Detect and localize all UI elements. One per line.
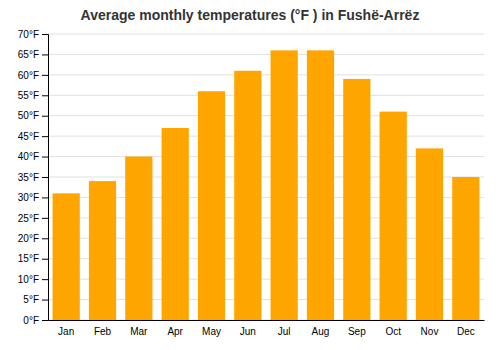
y-tick-label: 40°F: [18, 151, 39, 162]
bar: [380, 112, 407, 320]
grid-line: [48, 115, 484, 116]
grid-line: [48, 54, 484, 55]
x-tick: Oct: [385, 320, 401, 337]
y-tick-label: 15°F: [18, 253, 39, 264]
y-tick: 45°F: [18, 131, 48, 142]
bar: [53, 193, 80, 320]
x-tick: Sep: [348, 320, 366, 337]
x-tick: Nov: [421, 320, 439, 337]
y-tick-label: 0°F: [23, 315, 39, 326]
x-tick: Jan: [58, 320, 74, 337]
y-tick-mark: [42, 238, 48, 239]
y-tick-label: 30°F: [18, 192, 39, 203]
x-axis-line: [49, 320, 485, 321]
y-tick-mark: [42, 218, 48, 219]
x-tick-label: Oct: [385, 326, 401, 337]
y-axis: 0°F 5°F 10°F 15°F 20°F 25°F 30°F 35°F 40°F 45°F 50…: [18, 29, 49, 326]
bars: [53, 50, 480, 320]
x-tick: Jul: [278, 320, 291, 337]
y-tick-label: 10°F: [18, 274, 39, 285]
y-tick: 60°F: [18, 70, 48, 81]
y-tick-label: 70°F: [18, 29, 39, 40]
y-tick-label: 55°F: [18, 90, 39, 101]
bar: [343, 79, 370, 320]
y-tick-mark: [42, 116, 48, 117]
x-tick-label: May: [202, 326, 221, 337]
y-tick-mark: [42, 54, 48, 55]
x-tick: Apr: [167, 320, 183, 337]
y-tick-mark: [42, 95, 48, 96]
x-tick-label: Jun: [240, 326, 256, 337]
y-tick-label: 65°F: [18, 49, 39, 60]
grid: [48, 34, 484, 320]
y-tick-mark: [42, 136, 48, 137]
y-tick: 15°F: [18, 253, 48, 264]
x-tick: Jun: [240, 320, 256, 337]
grid-line: [48, 34, 484, 35]
grid-line: [48, 136, 484, 137]
y-tick-mark: [42, 177, 48, 178]
y-tick-label: 20°F: [18, 233, 39, 244]
y-tick-mark: [42, 279, 48, 280]
y-tick-label: 60°F: [18, 70, 39, 81]
x-tick-label: Jul: [278, 326, 291, 337]
x-tick-label: Apr: [167, 326, 183, 337]
x-tick: Dec: [457, 320, 475, 337]
x-tick: Aug: [312, 320, 330, 337]
y-tick-mark: [42, 34, 48, 35]
y-axis-line: [42, 35, 49, 321]
y-tick: 10°F: [18, 274, 48, 285]
y-tick: 50°F: [18, 110, 48, 121]
x-axis: Jan Feb Mar Apr May Jun Jul Aug Sep Oct Nov Dec: [49, 320, 485, 337]
bar: [452, 177, 479, 320]
bar: [416, 148, 443, 320]
bar: [89, 181, 116, 320]
y-tick: 55°F: [18, 90, 48, 101]
x-tick-label: Dec: [457, 326, 475, 337]
bar: [162, 128, 189, 320]
y-tick-mark: [42, 259, 48, 260]
y-tick: 35°F: [18, 172, 48, 183]
bar: [234, 71, 261, 320]
y-tick-label: 50°F: [18, 110, 39, 121]
y-tick: 25°F: [18, 213, 48, 224]
x-tick-label: Feb: [94, 326, 112, 337]
y-tick: 70°F: [18, 29, 48, 40]
x-tick: Feb: [94, 320, 112, 337]
y-tick-label: 45°F: [18, 131, 39, 142]
bar: [271, 50, 298, 320]
title: Average monthly temperatures (°F ) in Fu…: [81, 7, 420, 23]
y-tick: 40°F: [18, 151, 48, 162]
x-tick: Mar: [130, 320, 148, 337]
y-tick-label: 35°F: [18, 172, 39, 183]
bar: [125, 157, 152, 320]
x-tick-label: Jan: [58, 326, 74, 337]
chart: 0°F 5°F 10°F 15°F 20°F 25°F 30°F 35°F 40°F 45°F 50…: [0, 0, 500, 350]
x-tick-label: Nov: [421, 326, 439, 337]
x-tick: May: [202, 320, 221, 337]
bar: [198, 91, 225, 320]
x-tick-label: Mar: [130, 326, 148, 337]
grid-line: [48, 74, 484, 75]
y-tick: 20°F: [18, 233, 48, 244]
y-tick-mark: [42, 157, 48, 158]
y-tick-mark: [42, 197, 48, 198]
plot: 0°F 5°F 10°F 15°F 20°F 25°F 30°F 35°F 40°F 45°F 50…: [18, 29, 485, 337]
y-tick: 5°F: [23, 294, 48, 305]
y-tick: 30°F: [18, 192, 48, 203]
y-tick-mark: [42, 320, 48, 321]
x-tick-label: Aug: [312, 326, 330, 337]
bar: [307, 50, 334, 320]
y-tick-label: 25°F: [18, 213, 39, 224]
y-tick: 65°F: [18, 49, 48, 60]
y-tick: 0°F: [23, 315, 48, 326]
y-tick-mark: [42, 300, 48, 301]
grid-line: [48, 95, 484, 96]
y-tick-label: 5°F: [23, 294, 39, 305]
x-tick-label: Sep: [348, 326, 366, 337]
y-tick-mark: [42, 75, 48, 76]
